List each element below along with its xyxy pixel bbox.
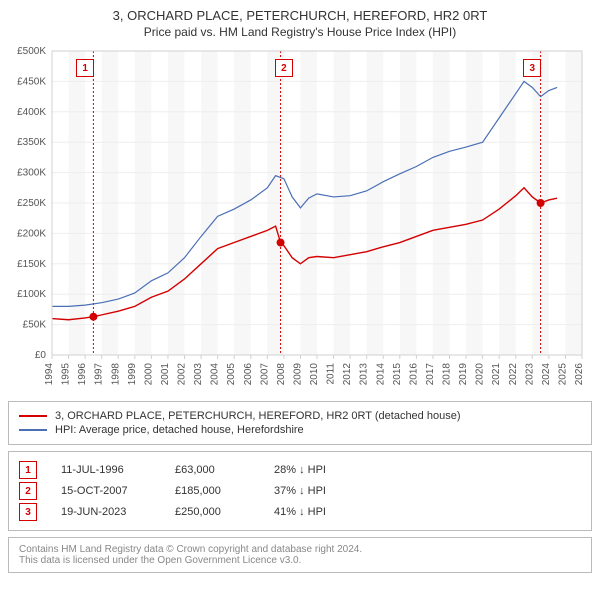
event-row-badge: 1 bbox=[19, 461, 37, 479]
chart-container: £0 £50K £100K £150K £200K £250K £300K £350K £400… bbox=[8, 45, 592, 395]
svg-text:£350K: £350K bbox=[17, 137, 46, 148]
svg-text:2017: 2017 bbox=[425, 363, 436, 386]
chart-svg: £0 £50K £100K £150K £200K £250K £300K £350K £400… bbox=[8, 45, 592, 395]
svg-text:£150K: £150K bbox=[17, 259, 46, 270]
event-row: 2 15-OCT-2007 £185,000 37% ↓ HPI bbox=[19, 482, 581, 500]
svg-text:1994: 1994 bbox=[44, 363, 55, 386]
svg-text:2018: 2018 bbox=[442, 363, 453, 386]
svg-text:2000: 2000 bbox=[143, 363, 154, 386]
svg-text:£450K: £450K bbox=[17, 76, 46, 87]
event-price: £250,000 bbox=[175, 506, 250, 518]
svg-text:1995: 1995 bbox=[61, 363, 72, 386]
svg-text:£400K: £400K bbox=[17, 107, 46, 118]
svg-text:£200K: £200K bbox=[17, 228, 46, 239]
event-row: 3 19-JUN-2023 £250,000 41% ↓ HPI bbox=[19, 503, 581, 521]
svg-text:£500K: £500K bbox=[17, 46, 46, 57]
svg-text:2005: 2005 bbox=[226, 363, 237, 386]
event-badge-1: 1 bbox=[76, 59, 94, 77]
event-row-badge: 2 bbox=[19, 482, 37, 500]
svg-text:2009: 2009 bbox=[292, 363, 303, 386]
events-table: 1 11-JUL-1996 £63,000 28% ↓ HPI 2 15-OCT-2007… bbox=[8, 451, 592, 531]
event-date: 15-OCT-2007 bbox=[61, 485, 151, 497]
svg-text:2012: 2012 bbox=[342, 363, 353, 386]
svg-text:£300K: £300K bbox=[17, 168, 46, 179]
svg-text:2019: 2019 bbox=[458, 363, 469, 386]
svg-text:2014: 2014 bbox=[375, 363, 386, 386]
svg-text:2006: 2006 bbox=[243, 363, 254, 386]
legend: 3, ORCHARD PLACE, PETERCHURCH, HEREFORD,… bbox=[8, 401, 592, 445]
event-delta: 41% ↓ HPI bbox=[274, 506, 326, 518]
attribution-footer: Contains HM Land Registry data © Crown c… bbox=[8, 537, 592, 573]
svg-text:2022: 2022 bbox=[508, 363, 519, 386]
svg-text:1998: 1998 bbox=[110, 363, 121, 386]
svg-text:2003: 2003 bbox=[193, 363, 204, 386]
svg-text:2026: 2026 bbox=[574, 363, 585, 386]
svg-text:2024: 2024 bbox=[541, 363, 552, 386]
svg-text:£250K: £250K bbox=[17, 198, 46, 209]
event-delta: 28% ↓ HPI bbox=[274, 464, 326, 476]
event-price: £63,000 bbox=[175, 464, 250, 476]
svg-text:2008: 2008 bbox=[276, 363, 287, 386]
event-date: 11-JUL-1996 bbox=[61, 464, 151, 476]
legend-label: HPI: Average price, detached house, Here… bbox=[55, 424, 304, 436]
svg-text:1999: 1999 bbox=[127, 363, 138, 386]
svg-text:2020: 2020 bbox=[475, 363, 486, 386]
svg-text:2025: 2025 bbox=[557, 363, 568, 386]
footer-line-1: Contains HM Land Registry data © Crown c… bbox=[19, 544, 581, 555]
svg-text:2010: 2010 bbox=[309, 363, 320, 386]
svg-text:2011: 2011 bbox=[326, 363, 337, 385]
legend-swatch bbox=[19, 415, 47, 417]
event-delta: 37% ↓ HPI bbox=[274, 485, 326, 497]
footer-line-2: This data is licensed under the Open Gov… bbox=[19, 555, 581, 566]
svg-text:1997: 1997 bbox=[94, 363, 105, 386]
svg-text:2004: 2004 bbox=[210, 363, 221, 386]
svg-text:2015: 2015 bbox=[392, 363, 403, 386]
event-badge-3: 3 bbox=[523, 59, 541, 77]
svg-text:2013: 2013 bbox=[359, 363, 370, 386]
event-row: 1 11-JUL-1996 £63,000 28% ↓ HPI bbox=[19, 461, 581, 479]
svg-text:1996: 1996 bbox=[77, 363, 88, 386]
svg-text:2016: 2016 bbox=[408, 363, 419, 386]
svg-text:2002: 2002 bbox=[177, 363, 188, 386]
svg-text:£0: £0 bbox=[35, 350, 47, 361]
svg-text:2001: 2001 bbox=[160, 363, 171, 386]
legend-row: HPI: Average price, detached house, Here… bbox=[19, 424, 581, 436]
event-price: £185,000 bbox=[175, 485, 250, 497]
svg-text:2007: 2007 bbox=[259, 363, 270, 386]
chart-title: 3, ORCHARD PLACE, PETERCHURCH, HEREFORD,… bbox=[8, 8, 592, 23]
legend-swatch bbox=[19, 429, 47, 431]
svg-text:£100K: £100K bbox=[17, 289, 46, 300]
legend-label: 3, ORCHARD PLACE, PETERCHURCH, HEREFORD,… bbox=[55, 410, 461, 422]
event-badge-2: 2 bbox=[275, 59, 293, 77]
event-row-badge: 3 bbox=[19, 503, 37, 521]
legend-row: 3, ORCHARD PLACE, PETERCHURCH, HEREFORD,… bbox=[19, 410, 581, 422]
svg-text:2023: 2023 bbox=[524, 363, 535, 386]
event-date: 19-JUN-2023 bbox=[61, 506, 151, 518]
svg-text:2021: 2021 bbox=[491, 363, 502, 386]
svg-text:£50K: £50K bbox=[23, 320, 47, 331]
chart-subtitle: Price paid vs. HM Land Registry's House … bbox=[8, 25, 592, 39]
